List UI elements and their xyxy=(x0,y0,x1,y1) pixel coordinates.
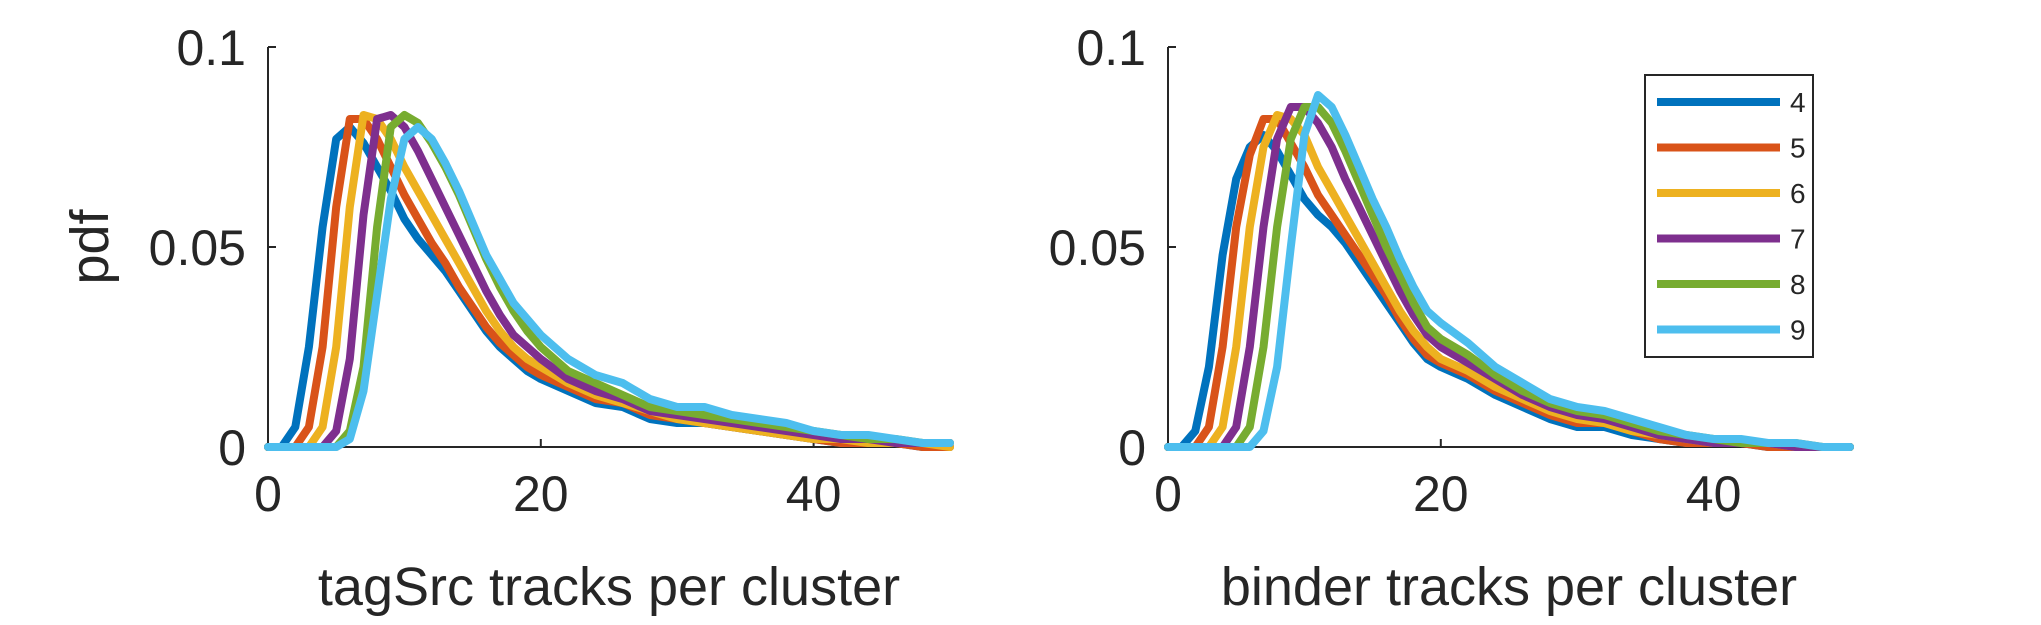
series-line-9 xyxy=(1164,91,1854,451)
legend-label: 7 xyxy=(1790,224,1806,255)
x-axis-label: tagSrc tracks per cluster xyxy=(318,557,900,617)
x-tick-label: 20 xyxy=(513,466,569,522)
legend-label: 6 xyxy=(1790,178,1806,209)
legend: 4 5 6 7 8 9 xyxy=(1644,74,1814,358)
right-chart-panel: 0 20 40 0 0.05 0.1 binder tracks per cluster 4 5… xyxy=(1049,20,1854,617)
x-tick-label: 40 xyxy=(786,466,842,522)
legend-box xyxy=(1644,74,1814,358)
y-tick-label: 0 xyxy=(1118,420,1146,476)
y-axis-label: pdf xyxy=(60,208,120,284)
x-tick-label: 0 xyxy=(1154,466,1182,522)
legend-label: 5 xyxy=(1790,133,1806,164)
y-tick-label: 0.1 xyxy=(1076,20,1146,76)
series-line-9 xyxy=(264,123,954,451)
y-tick-label: 0.05 xyxy=(149,220,246,276)
x-tick-label: 40 xyxy=(1686,466,1742,522)
legend-label: 8 xyxy=(1790,269,1806,300)
left-chart-panel: 0 20 40 0 0.05 0.1 tagSrc tracks per cluster pd… xyxy=(60,20,954,617)
x-axis-label: binder tracks per cluster xyxy=(1221,557,1797,617)
legend-label: 9 xyxy=(1790,315,1806,346)
legend-label: 4 xyxy=(1790,87,1806,118)
y-tick-label: 0.1 xyxy=(176,20,246,76)
y-tick-label: 0 xyxy=(218,420,246,476)
y-tick-label: 0.05 xyxy=(1049,220,1146,276)
x-tick-label: 20 xyxy=(1413,466,1469,522)
x-tick-label: 0 xyxy=(254,466,282,522)
